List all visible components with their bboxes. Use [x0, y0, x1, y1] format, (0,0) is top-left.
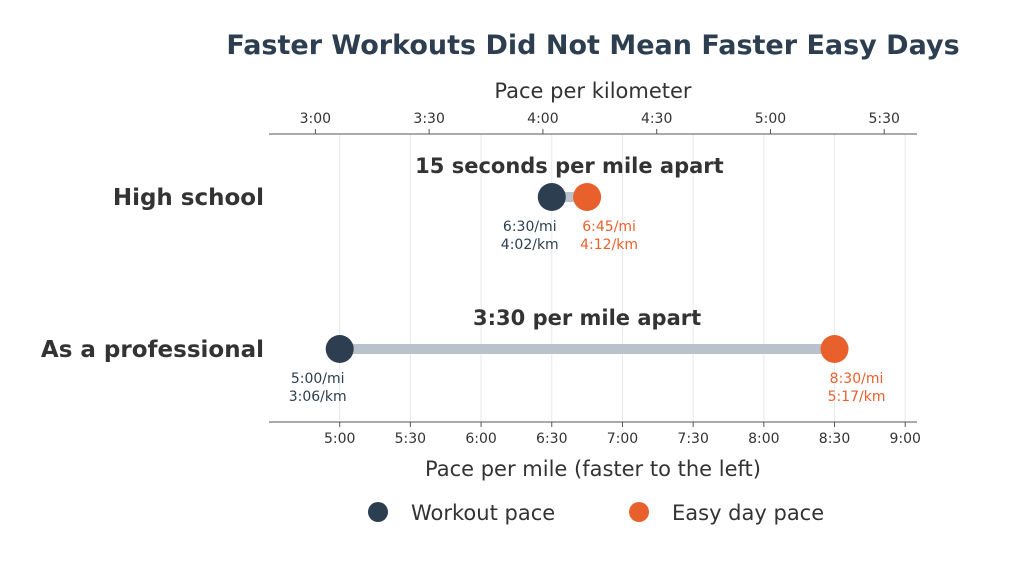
row-label: High school	[113, 185, 264, 211]
gap-label: 15 seconds per mile apart	[415, 154, 724, 178]
bottom-axis-label: Pace per mile (faster to the left)	[425, 457, 761, 481]
workout-km-label: 4:02/km	[501, 237, 559, 253]
grid-lines	[339, 134, 906, 422]
x-tick-label: 8:30	[819, 431, 850, 447]
x2-tick-label: 4:00	[527, 111, 558, 127]
data-marks: High school 15 seconds per mile apart 6:30…	[41, 154, 886, 405]
workout-km-label: 3:06/km	[289, 389, 347, 405]
x2-tick-label: 3:30	[413, 111, 444, 127]
easy-km-label: 5:17/km	[828, 389, 886, 405]
legend-label: Workout pace	[411, 501, 555, 525]
workout-mi-label: 6:30/mi	[503, 219, 557, 235]
workout-pace-dot	[325, 335, 354, 363]
easy-pace-dot	[820, 335, 849, 363]
easy-mi-label: 8:30/mi	[830, 371, 884, 387]
workout-pace-dot	[537, 183, 566, 211]
legend-label: Easy day pace	[672, 501, 824, 525]
chart-title: Faster Workouts Did Not Mean Faster Easy…	[226, 30, 959, 61]
x-tick-label: 8:00	[748, 431, 779, 447]
x2-tick-label: 5:00	[755, 111, 786, 127]
legend: Workout pace Easy day pace	[368, 501, 824, 525]
gap-label: 3:30 per mile apart	[473, 306, 701, 330]
legend-marker	[368, 502, 388, 522]
legend-marker	[629, 502, 649, 522]
easy-pace-dot	[573, 183, 602, 211]
axes: 5:00 5:30 6:00 6:30 7:00 7:30 8:00 8:30 9:00 3:00…	[269, 111, 921, 447]
x-tick-label: 7:30	[677, 431, 708, 447]
workout-mi-label: 5:00/mi	[291, 371, 345, 387]
top-axis-label: Pace per kilometer	[494, 79, 691, 103]
row-label: As a professional	[41, 337, 264, 363]
x2-tick-label: 5:30	[868, 111, 899, 127]
x2-tick-label: 4:30	[641, 111, 672, 127]
x-tick-label: 6:00	[465, 431, 496, 447]
x-tick-label: 5:30	[395, 431, 426, 447]
x2-tick-label: 3:00	[300, 111, 331, 127]
x-tick-label: 6:30	[536, 431, 567, 447]
x-tick-label: 9:00	[889, 431, 920, 447]
x-tick-label: 7:00	[607, 431, 638, 447]
x-tick-label: 5:00	[324, 431, 355, 447]
easy-mi-label: 6:45/mi	[582, 219, 636, 235]
easy-km-label: 4:12/km	[580, 237, 638, 253]
